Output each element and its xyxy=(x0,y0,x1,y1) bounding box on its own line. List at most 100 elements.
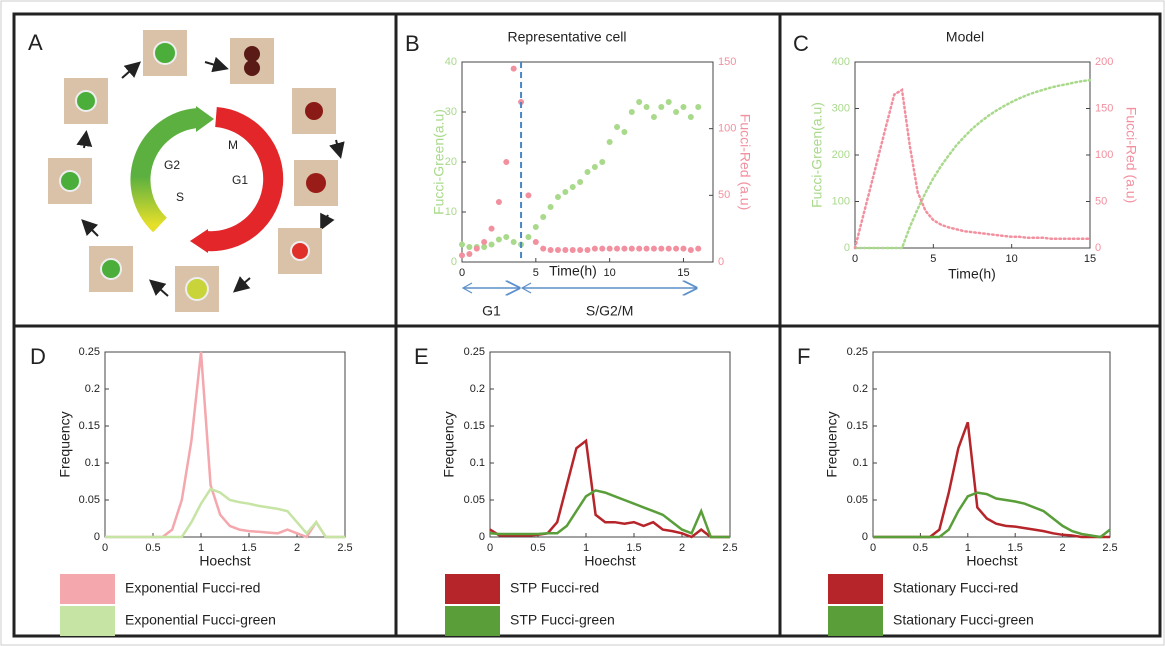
legend-label: Exponential Fucci-red xyxy=(125,580,260,596)
data-point xyxy=(695,104,702,110)
x-axis-label: Time(h) xyxy=(948,266,996,282)
legend-label: Stationary Fucci-green xyxy=(893,612,1034,628)
panel-letter: A xyxy=(28,30,43,55)
data-point xyxy=(562,189,569,195)
y-tick-label: 0 xyxy=(479,531,485,543)
panel-letter: E xyxy=(414,344,429,369)
data-point xyxy=(562,247,569,253)
data-point xyxy=(673,109,680,115)
legend-swatch xyxy=(828,574,883,604)
panel-letter: F xyxy=(797,344,810,369)
y2-tick-label: 150 xyxy=(718,56,736,68)
x-axis-label: Hoechst xyxy=(966,553,1017,569)
y-tick-label: 0.1 xyxy=(853,457,868,469)
g2-s-arc xyxy=(130,108,200,233)
x-tick-label: 2 xyxy=(1060,542,1066,554)
arc-head xyxy=(190,229,208,253)
y-axis-label: Frequency xyxy=(824,411,840,477)
data-point xyxy=(606,139,613,145)
data-point xyxy=(606,245,613,252)
data-point xyxy=(481,244,488,250)
legend-label: Exponential Fucci-green xyxy=(125,612,276,628)
data-point xyxy=(510,239,517,245)
x-tick-label: 0.5 xyxy=(145,542,160,554)
data-point xyxy=(643,245,650,252)
x-tick-label: 10 xyxy=(1006,253,1018,265)
y-tick-label: 0.2 xyxy=(470,383,485,395)
y-tick-label: 0.1 xyxy=(470,457,485,469)
data-line xyxy=(489,438,730,539)
y2-tick-label: 100 xyxy=(1095,149,1113,161)
data-line xyxy=(105,487,345,539)
x-tick-label: 10 xyxy=(604,267,616,279)
phase-label: G1 xyxy=(482,303,501,319)
data-line xyxy=(489,489,730,539)
data-point xyxy=(636,245,643,252)
data-point xyxy=(532,239,539,245)
y-tick-label: 20 xyxy=(445,156,457,168)
phase-label: G1 xyxy=(232,173,248,187)
data-point xyxy=(459,241,465,248)
y2-tick-label: 0 xyxy=(1095,242,1101,254)
cell-cycle-diagram: A M G2 S G1 xyxy=(28,30,345,312)
data-line xyxy=(853,87,1092,250)
x-tick-label: 2 xyxy=(679,542,685,554)
x-tick-label: 15 xyxy=(1084,253,1096,265)
data-point xyxy=(673,245,680,252)
phase-label: M xyxy=(228,138,238,152)
panel-letter: C xyxy=(793,31,809,56)
x-tick-label: 1.5 xyxy=(241,542,256,554)
plot-frame xyxy=(872,351,1111,538)
cell-arrows xyxy=(76,56,345,297)
phase-arrow-tail xyxy=(461,282,473,294)
y2-axis-label: Fucci-Red (a.u) xyxy=(1123,107,1139,203)
legend-swatch xyxy=(445,606,500,636)
data-point xyxy=(650,114,657,120)
data-point xyxy=(650,245,657,252)
cells xyxy=(48,30,338,312)
data-point xyxy=(547,247,554,253)
data-point xyxy=(459,252,465,259)
data-point xyxy=(525,192,532,199)
data-point xyxy=(591,245,598,252)
data-point xyxy=(577,247,584,253)
data-point xyxy=(488,225,495,232)
panel-letter: D xyxy=(30,344,46,369)
y-axis-label: Fucci-Green(a.u) xyxy=(431,109,447,215)
legend-swatch xyxy=(828,606,883,636)
data-point xyxy=(466,251,473,257)
data-point xyxy=(495,236,502,243)
y2-tick-label: 50 xyxy=(718,189,730,201)
x-tick-label: 5 xyxy=(533,267,539,279)
legend-label: Stationary Fucci-red xyxy=(893,580,1018,596)
y2-tick-label: 50 xyxy=(1095,195,1107,207)
legend-swatch xyxy=(60,574,115,604)
y-tick-label: 40 xyxy=(445,56,457,68)
y-axis-label: Frequency xyxy=(441,411,457,477)
x-tick-label: 1 xyxy=(198,542,204,554)
y-tick-label: 0.2 xyxy=(85,383,100,395)
x-tick-label: 0 xyxy=(870,542,876,554)
y-tick-label: 0.25 xyxy=(847,346,868,358)
legend-label: STP Fucci-green xyxy=(510,612,615,628)
y-tick-label: 10 xyxy=(445,206,457,218)
legend-label: STP Fucci-red xyxy=(510,580,599,596)
legend-swatch xyxy=(60,606,115,636)
phase-label: S xyxy=(176,190,184,204)
y-axis-label: Frequency xyxy=(57,411,73,477)
data-point xyxy=(687,114,694,120)
x-tick-label: 1.5 xyxy=(626,542,641,554)
data-point xyxy=(584,169,591,175)
y-tick-label: 100 xyxy=(832,195,850,207)
y-tick-label: 0.2 xyxy=(853,383,868,395)
plot-frame xyxy=(104,351,346,538)
data-point xyxy=(628,109,635,115)
x-tick-label: 0 xyxy=(102,542,108,554)
y-tick-label: 0.15 xyxy=(79,420,100,432)
y-tick-label: 0.1 xyxy=(85,457,100,469)
x-tick-label: 0.5 xyxy=(530,542,545,554)
x-tick-label: 1 xyxy=(583,542,589,554)
x-tick-label: 0.5 xyxy=(913,542,928,554)
data-point xyxy=(680,245,687,252)
data-point xyxy=(481,239,488,245)
